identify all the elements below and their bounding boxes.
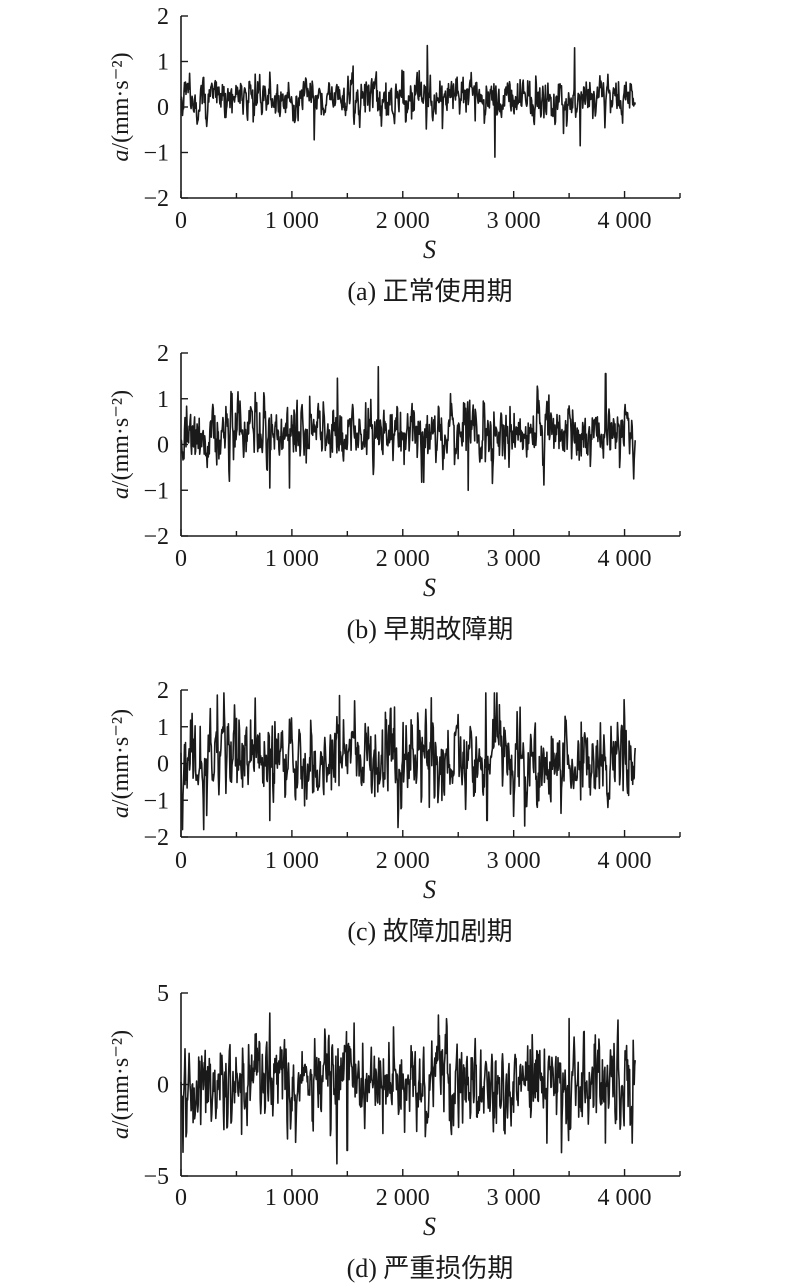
subplot-c: −2 −1 0 1 2 0 1 000 2 000 3 000 4 000 Sa/(mm·s⁻²) (…	[108, 678, 681, 946]
y-axis-unit: /(mm·s⁻²)	[108, 1030, 134, 1127]
x-tick-label: 3 000	[487, 848, 541, 874]
x-tick-label: 2 000	[376, 546, 430, 572]
x-tick-label: 4 000	[598, 848, 652, 874]
x-tick-label: 3 000	[487, 1185, 541, 1211]
y-axis-symbol: a	[108, 1127, 134, 1139]
subplot-a: −2 −1 0 1 2 0 1 000 2 000 3 000 4 000 Sa/(mm·s⁻²) (…	[108, 4, 681, 306]
y-tick-label: −2	[143, 186, 169, 212]
y-axis-symbol: a	[108, 806, 134, 818]
x-axis-title: S	[423, 1212, 436, 1241]
x-tick-label: 1 000	[265, 546, 319, 572]
y-axis-title: a/(mm·s⁻²)	[108, 709, 134, 818]
y-axis-unit: /(mm·s⁻²)	[108, 390, 134, 487]
y-axis-title: a/(mm·s⁻²)	[108, 1030, 134, 1139]
y-tick-label: 0	[157, 1073, 169, 1099]
x-axis-title: S	[423, 235, 436, 264]
y-axis-unit: /(mm·s⁻²)	[108, 52, 134, 149]
y-tick-label: 1	[157, 715, 169, 741]
y-tick-label: 5	[157, 981, 169, 1007]
y-tick-label: 0	[157, 95, 169, 121]
y-axis-title: a/(mm·s⁻²)	[108, 390, 134, 499]
x-tick-label: 1 000	[265, 1185, 319, 1211]
y-tick-label: −1	[143, 141, 169, 167]
x-tick-label: 0	[175, 848, 187, 874]
subplot-caption: (c) 故障加剧期	[347, 917, 512, 946]
y-tick-label: 2	[157, 4, 169, 30]
x-tick-label: 3 000	[487, 546, 541, 572]
x-tick-label: 2 000	[376, 848, 430, 874]
x-tick-label: 1 000	[265, 848, 319, 874]
x-tick-label: 1 000	[265, 208, 319, 234]
y-axis-symbol: a	[108, 150, 134, 162]
x-tick-label: 0	[175, 546, 187, 572]
subplot-caption: (d) 严重损伤期	[347, 1254, 514, 1283]
x-axis-title: S	[423, 573, 436, 602]
subplot-b: −2 −1 0 1 2 0 1 000 2 000 3 000 4 000 Sa/(mm·s⁻²) (…	[108, 341, 681, 644]
x-tick-label: 4 000	[598, 546, 652, 572]
x-tick-label: 4 000	[598, 1185, 652, 1211]
y-tick-label: −2	[143, 524, 169, 550]
y-tick-label: −2	[143, 825, 169, 851]
y-tick-label: 0	[157, 752, 169, 778]
signal-series-line	[180, 365, 636, 492]
y-axis-symbol: a	[108, 487, 134, 499]
signal-series-line	[180, 1012, 636, 1165]
x-axis-title: S	[423, 875, 436, 904]
y-tick-label: 2	[157, 341, 169, 367]
x-tick-label: 2 000	[376, 1185, 430, 1211]
y-axis-unit: /(mm·s⁻²)	[108, 709, 134, 806]
signal-series-line	[180, 44, 636, 158]
y-tick-label: 2	[157, 678, 169, 704]
y-axis-title: a/(mm·s⁻²)	[108, 52, 134, 161]
y-tick-label: 1	[157, 50, 169, 76]
y-tick-label: 1	[157, 387, 169, 413]
y-tick-label: −1	[143, 478, 169, 504]
x-tick-label: 2 000	[376, 208, 430, 234]
y-tick-label: −1	[143, 788, 169, 814]
x-tick-label: 4 000	[598, 208, 652, 234]
y-tick-label: 0	[157, 433, 169, 459]
x-tick-label: 0	[175, 208, 187, 234]
subplot-caption: (b) 早期故障期	[347, 615, 514, 644]
signal-series-line	[180, 692, 636, 831]
subplot-caption: (a) 正常使用期	[347, 277, 512, 306]
x-tick-label: 3 000	[487, 208, 541, 234]
y-tick-label: −5	[143, 1164, 169, 1190]
x-tick-label: 0	[175, 1185, 187, 1211]
